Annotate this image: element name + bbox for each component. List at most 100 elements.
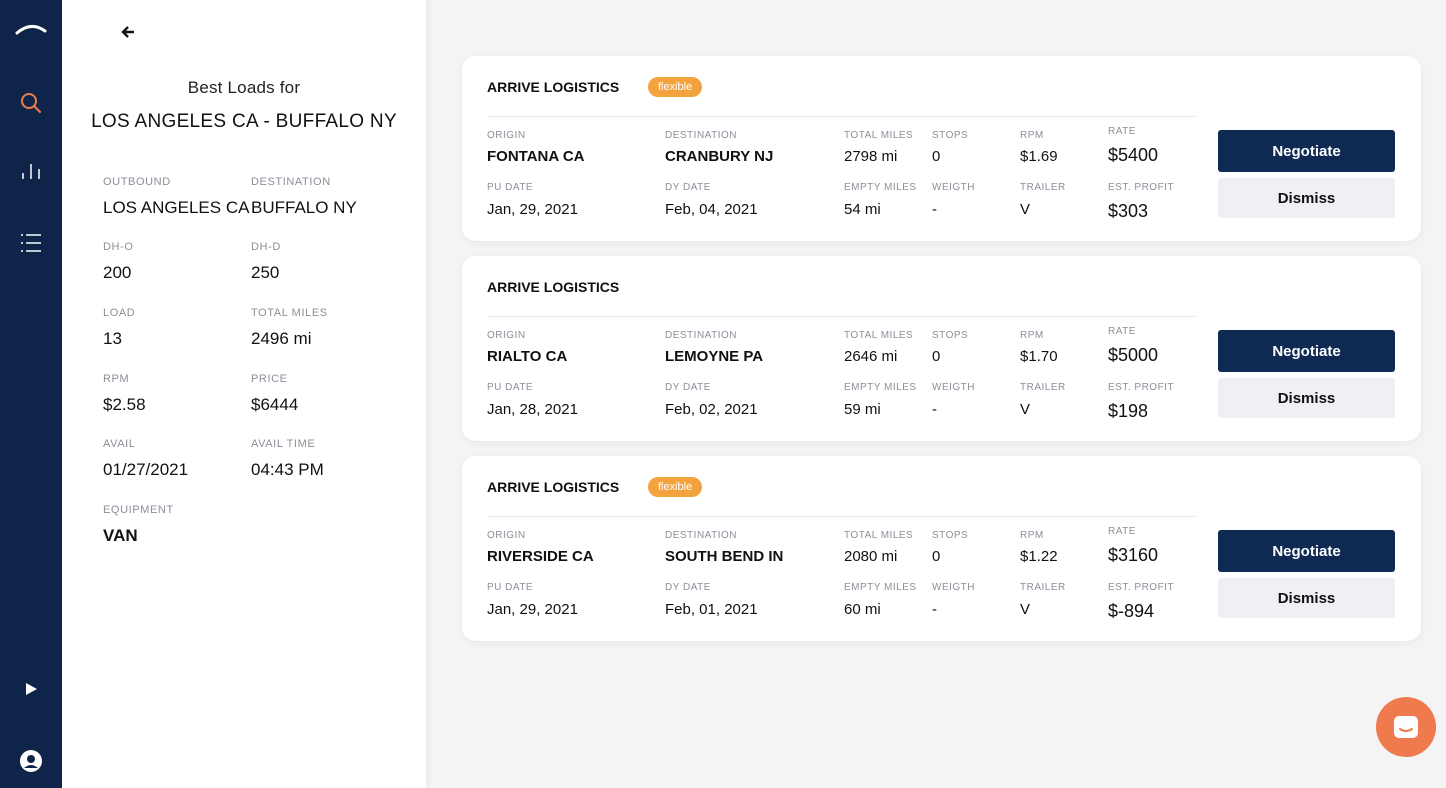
destination-label: DESTINATION: [665, 130, 737, 141]
chat-icon: [1394, 716, 1418, 738]
detail-label: TOTAL MILES: [251, 307, 328, 319]
destination-value: CRANBURY NJ: [665, 148, 774, 165]
empty-miles-label: EMPTY MILES: [844, 382, 917, 393]
weigth-value: -: [932, 401, 937, 418]
negotiate-button[interactable]: Negotiate: [1218, 330, 1395, 372]
trailer-value: V: [1020, 601, 1031, 618]
detail-value: 04:43 PM: [251, 460, 324, 479]
detail-value: 250: [251, 263, 280, 282]
trailer-label: TRAILER: [1020, 182, 1066, 193]
stops-label: STOPS: [932, 530, 969, 541]
pu-date-value: Jan, 28, 2021: [487, 401, 578, 418]
pu-date-value: Jan, 29, 2021: [487, 201, 578, 218]
est-profit-value: $303: [1108, 201, 1149, 221]
est-profit-value: $-894: [1108, 601, 1155, 621]
detail-value: BUFFALO NY: [251, 198, 357, 217]
pu-date-value: Jan, 29, 2021: [487, 601, 578, 618]
rpm-value: $1.69: [1020, 148, 1058, 165]
total-miles-value: 2080 mi: [844, 548, 898, 565]
destination-value: SOUTH BEND IN: [665, 548, 784, 565]
list-icon[interactable]: [0, 228, 62, 258]
detail-label: RPM: [103, 373, 130, 385]
empty-miles-value: 54 mi: [844, 201, 881, 218]
stops-label: STOPS: [932, 330, 969, 341]
empty-miles-label: EMPTY MILES: [844, 182, 917, 193]
rate-value: $5400: [1108, 145, 1159, 165]
detail-value: LOS ANGELES CA: [103, 198, 250, 217]
est-profit-label: EST. PROFIT: [1108, 582, 1175, 593]
detail-label: DH-O: [103, 241, 134, 253]
weigth-value: -: [932, 201, 937, 218]
dy-date-value: Feb, 01, 2021: [665, 601, 758, 618]
rpm-value: $1.70: [1020, 348, 1058, 365]
trailer-value: V: [1020, 201, 1031, 218]
origin-value: FONTANA CA: [487, 148, 585, 165]
search-icon[interactable]: [0, 88, 62, 118]
origin-value: RIALTO CA: [487, 348, 568, 365]
stops-label: STOPS: [932, 130, 969, 141]
trailer-value: V: [1020, 401, 1031, 418]
stops-value: 0: [932, 548, 941, 565]
detail-value: 200: [103, 263, 132, 282]
pu-date-label: PU DATE: [487, 382, 534, 393]
negotiate-button[interactable]: Negotiate: [1218, 530, 1395, 572]
load-details-panel: Best Loads for LOS ANGELES CA - BUFFALO …: [62, 0, 426, 788]
origin-label: ORIGIN: [487, 530, 526, 541]
detail-value: 2496 mi: [251, 329, 312, 348]
detail-label: DESTINATION: [251, 176, 331, 188]
detail-label: DH-D: [251, 241, 281, 253]
weigth-value: -: [932, 601, 937, 618]
chat-launcher-button[interactable]: [1376, 697, 1436, 757]
carrier-name: ARRIVE LOGISTICS: [487, 479, 620, 495]
carrier-name: ARRIVE LOGISTICS: [487, 279, 620, 295]
rate-label: RATE: [1108, 126, 1136, 137]
user-icon[interactable]: [0, 746, 62, 776]
weigth-label: WEIGTH: [932, 182, 975, 193]
est-profit-label: EST. PROFIT: [1108, 182, 1175, 193]
dy-date-label: DY DATE: [665, 382, 711, 393]
total-miles-value: 2798 mi: [844, 148, 898, 165]
load-card: ARRIVE LOGISTICS ORIGIN RIALTO CA DESTIN…: [462, 256, 1421, 441]
empty-miles-value: 60 mi: [844, 601, 881, 618]
rate-value: $5000: [1108, 345, 1159, 365]
logo-arc-icon[interactable]: [0, 14, 62, 44]
rate-label: RATE: [1108, 526, 1136, 537]
carrier-name: ARRIVE LOGISTICS: [487, 79, 620, 95]
trailer-label: TRAILER: [1020, 382, 1066, 393]
detail-value: $6444: [251, 395, 299, 414]
play-icon[interactable]: [0, 676, 62, 702]
weigth-label: WEIGTH: [932, 382, 975, 393]
total-miles-label: TOTAL MILES: [844, 130, 914, 141]
detail-value: 13: [103, 329, 122, 348]
rate-value: $3160: [1108, 545, 1159, 565]
destination-label: DESTINATION: [665, 530, 737, 541]
detail-label: AVAIL: [103, 438, 136, 450]
nav-rail: [0, 0, 62, 788]
destination-label: DESTINATION: [665, 330, 737, 341]
dismiss-button[interactable]: Dismiss: [1218, 178, 1395, 218]
detail-label: EQUIPMENT: [103, 504, 174, 516]
rate-label: RATE: [1108, 326, 1136, 337]
dy-date-value: Feb, 04, 2021: [665, 201, 758, 218]
detail-value: 01/27/2021: [103, 460, 189, 479]
panel-route: LOS ANGELES CA - BUFFALO NY: [91, 111, 397, 132]
load-card: ARRIVE LOGISTICS flexible ORIGIN FONTANA…: [462, 56, 1421, 241]
detail-label: LOAD: [103, 307, 136, 319]
dy-date-label: DY DATE: [665, 182, 711, 193]
flexible-badge: flexible: [648, 77, 703, 97]
total-miles-label: TOTAL MILES: [844, 330, 914, 341]
negotiate-button[interactable]: Negotiate: [1218, 130, 1395, 172]
empty-miles-label: EMPTY MILES: [844, 582, 917, 593]
dy-date-value: Feb, 02, 2021: [665, 401, 758, 418]
bar-chart-icon[interactable]: [0, 156, 62, 186]
dismiss-button[interactable]: Dismiss: [1218, 578, 1395, 618]
rpm-label: RPM: [1020, 130, 1044, 141]
weigth-label: WEIGTH: [932, 582, 975, 593]
panel-title: Best Loads for: [187, 78, 301, 97]
detail-label: PRICE: [251, 373, 288, 385]
dismiss-button[interactable]: Dismiss: [1218, 378, 1395, 418]
back-arrow-icon[interactable]: [120, 24, 136, 40]
destination-value: LEMOYNE PA: [665, 348, 764, 365]
card-divider: [487, 316, 1195, 317]
detail-value: $2.58: [103, 395, 146, 414]
